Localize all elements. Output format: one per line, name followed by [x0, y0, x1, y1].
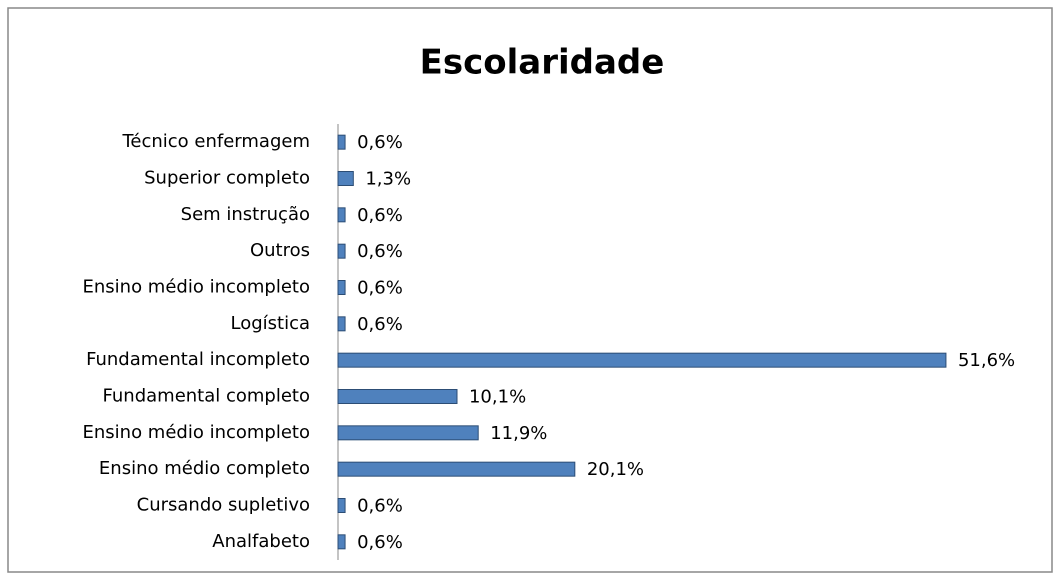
data-label: 20,1%: [587, 459, 644, 480]
bar: [337, 534, 346, 550]
data-label: 11,9%: [490, 423, 547, 444]
data-label: 0,6%: [357, 132, 403, 153]
data-label: 51,6%: [958, 350, 1015, 371]
y-tick-label: Ensino médio incompleto: [83, 277, 311, 298]
bar: [337, 316, 346, 332]
data-label: 1,3%: [365, 169, 411, 190]
bar: [337, 207, 346, 223]
data-label: 0,6%: [357, 241, 403, 262]
bar: [337, 243, 346, 259]
y-tick-label: Ensino médio incompleto: [83, 422, 311, 443]
y-tick-label: Sem instrução: [181, 204, 310, 225]
y-tick-label: Logística: [230, 313, 310, 334]
y-tick-label: Superior completo: [144, 168, 310, 189]
y-tick-label: Fundamental incompleto: [86, 349, 310, 370]
y-tick-label: Outros: [250, 240, 310, 261]
bar: [337, 280, 346, 295]
bar: [337, 425, 479, 441]
bar: [337, 498, 346, 513]
bar: [337, 134, 346, 150]
chart-frame: [7, 7, 1053, 573]
y-tick-label: Ensino médio completo: [99, 458, 310, 479]
data-label: 0,6%: [357, 278, 403, 299]
bar: [337, 389, 458, 404]
y-tick-label: Cursando supletivo: [137, 495, 310, 516]
data-label: 10,1%: [469, 387, 526, 408]
bar: [337, 171, 354, 186]
chart-title: Escolaridade: [420, 43, 665, 83]
data-label: 0,6%: [357, 532, 403, 553]
y-tick-label: Analfabeto: [212, 531, 310, 552]
bar: [337, 352, 947, 368]
y-tick-label: Técnico enfermagem: [121, 131, 310, 152]
bar: [337, 461, 576, 477]
data-label: 0,6%: [357, 496, 403, 517]
data-label: 0,6%: [357, 314, 403, 335]
y-tick-label: Fundamental completo: [103, 386, 310, 407]
data-label: 0,6%: [357, 205, 403, 226]
